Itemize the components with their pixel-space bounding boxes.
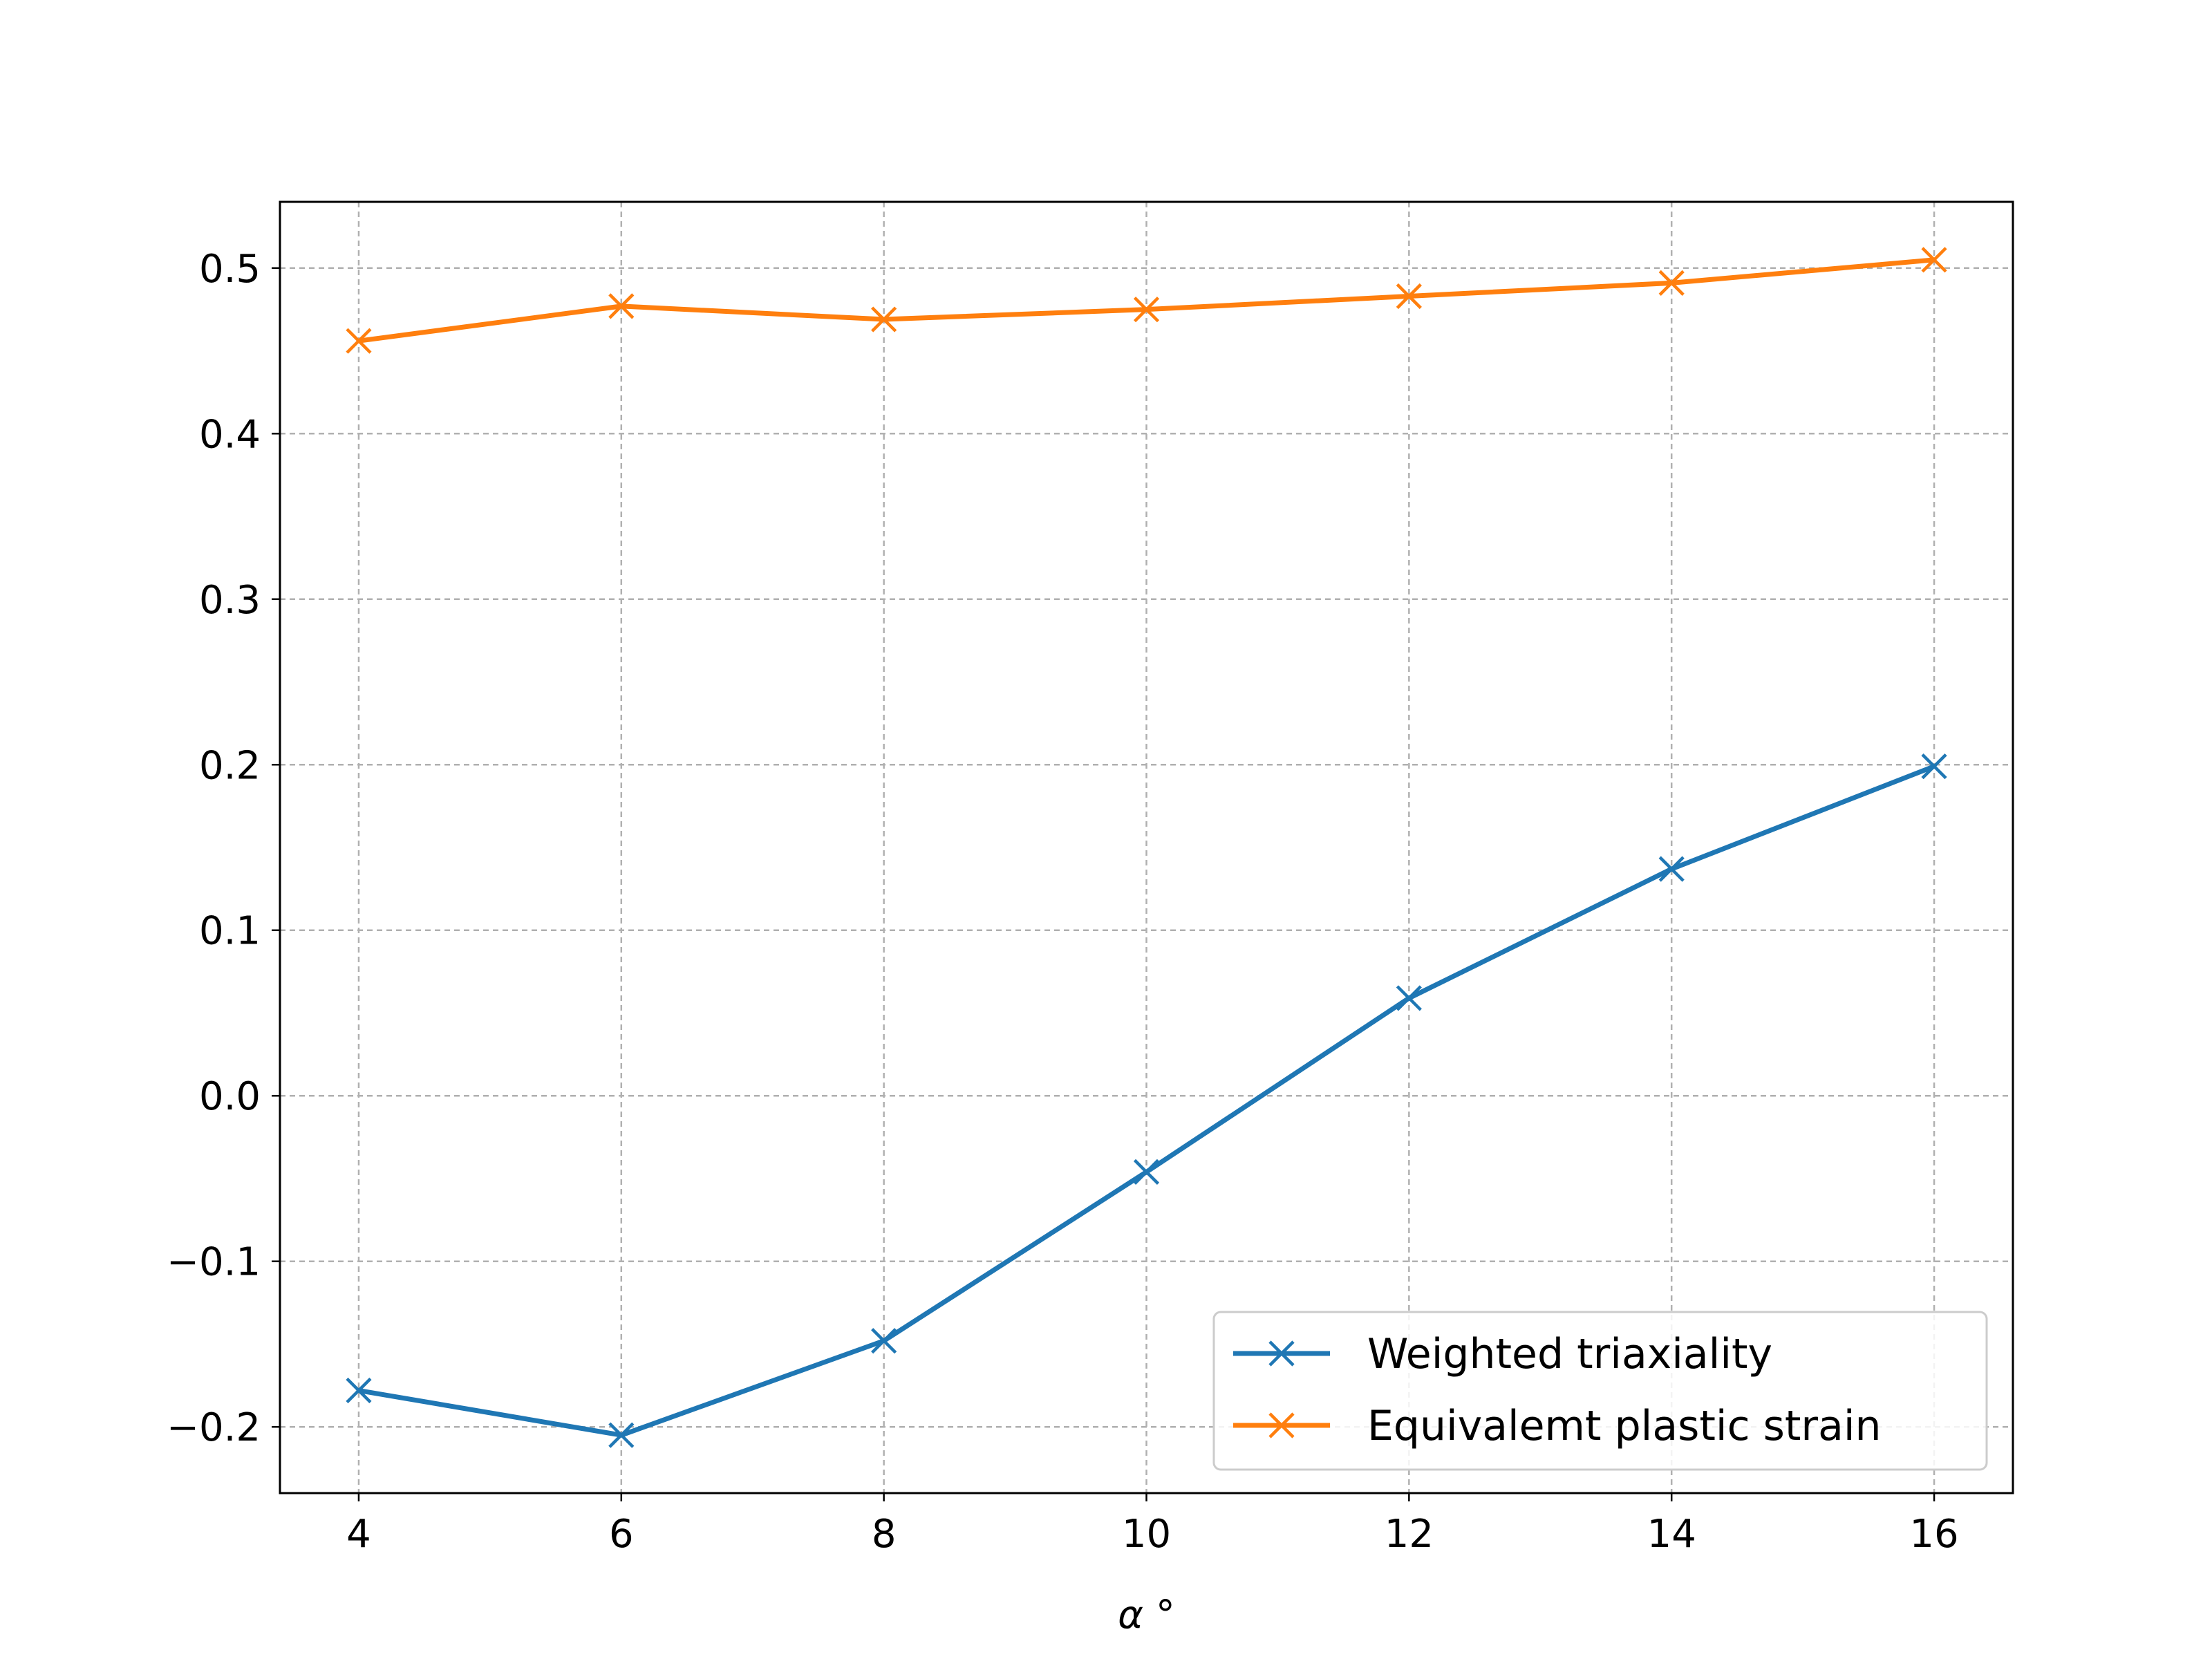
- data-point-marker: [1658, 270, 1685, 296]
- y-tick-label: 0.5: [199, 247, 261, 292]
- legend-item: Equivalemt plastic strain: [1233, 1402, 1882, 1450]
- data-point-marker: [1921, 753, 1947, 780]
- x-axis-label: α °: [1118, 1593, 1175, 1638]
- x-tick-label: 4: [346, 1512, 371, 1557]
- y-tick-label: 0.3: [199, 578, 261, 623]
- series-layer: [346, 247, 1947, 1448]
- y-tick-label: 0.1: [199, 909, 261, 954]
- x-tick-label: 10: [1122, 1512, 1171, 1557]
- series-1: [346, 753, 1947, 1448]
- legend-marker: [1268, 1340, 1295, 1367]
- x-tick-label: 12: [1385, 1512, 1434, 1557]
- data-point-marker: [1658, 856, 1685, 882]
- y-tick-label: −0.2: [167, 1405, 261, 1450]
- data-point-marker: [1133, 297, 1160, 323]
- x-tick-label: 8: [872, 1512, 897, 1557]
- y-tick-labels: −0.2 −0.1 0.0 0.1 0.2 0.3 0.4 0.5: [167, 247, 261, 1450]
- legend-label: Weighted triaxiality: [1367, 1330, 1772, 1378]
- x-tick-label: 16: [1909, 1512, 1958, 1557]
- data-point-marker: [1133, 1159, 1160, 1185]
- data-point-marker: [608, 1422, 635, 1448]
- legend: Weighted triaxiality Equivalemt plastic s…: [1212, 1311, 1988, 1471]
- x-tick-label: 6: [609, 1512, 634, 1557]
- y-tick-label: 0.4: [199, 412, 261, 457]
- y-tick-label: −0.1: [167, 1240, 261, 1285]
- axis-ticks: [272, 267, 1936, 1501]
- data-point-marker: [346, 1377, 372, 1404]
- data-point-marker: [871, 306, 897, 332]
- y-tick-label: 0.2: [199, 743, 261, 788]
- grid-lines: [280, 202, 2013, 1493]
- legend-box: [1212, 1311, 1988, 1471]
- legend-marker: [1268, 1412, 1295, 1438]
- legend-label: Equivalemt plastic strain: [1367, 1402, 1882, 1450]
- x-tick-label: 14: [1647, 1512, 1696, 1557]
- data-point-marker: [1921, 247, 1947, 273]
- x-tick-labels: 4 6 8 10 12 14 16: [346, 1512, 1959, 1557]
- data-point-marker: [1396, 283, 1422, 310]
- data-point-marker: [1396, 985, 1422, 1011]
- data-point-marker: [346, 328, 372, 354]
- legend-item: Weighted triaxiality: [1233, 1330, 1772, 1378]
- series-2: [346, 247, 1947, 354]
- data-point-marker: [871, 1328, 897, 1354]
- y-tick-label: 0.0: [199, 1074, 261, 1119]
- data-point-marker: [608, 293, 635, 319]
